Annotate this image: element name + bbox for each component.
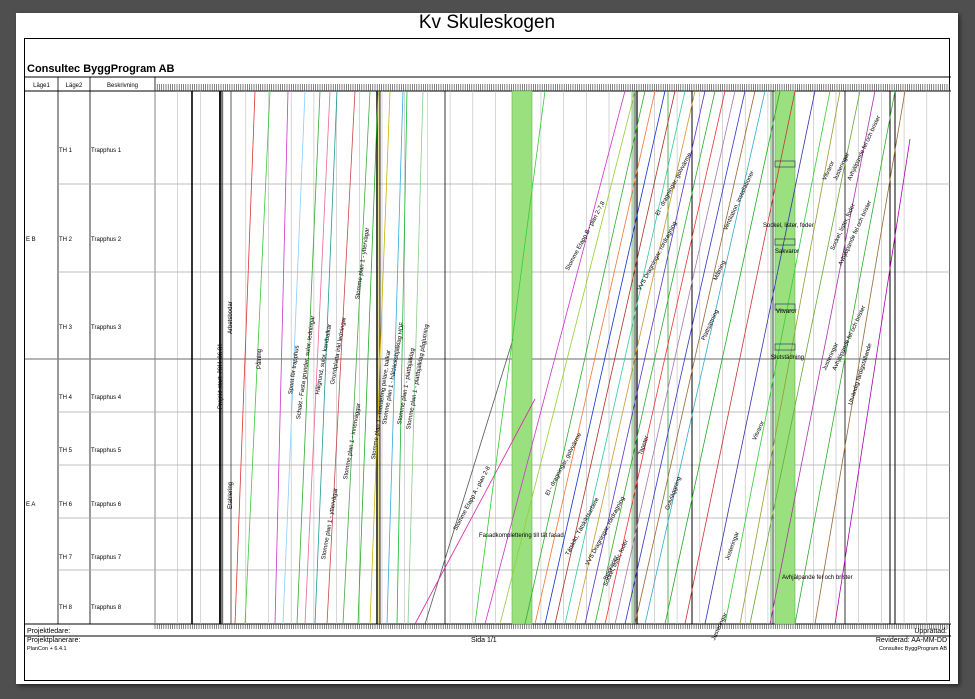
document-footer: Projektledare: Projektplanerare: PlanCon… — [25, 626, 949, 683]
schedule-grid — [25, 76, 951, 637]
activity-line-sloped — [357, 90, 379, 625]
activity-line-sloped — [544, 90, 666, 625]
activity-line-sloped — [664, 90, 781, 625]
footer-page-number: Sida 1/1 — [471, 637, 497, 644]
activity-marker — [774, 160, 796, 168]
activity-line-sloped — [234, 90, 256, 625]
row-code: TH 7 — [59, 555, 73, 561]
row-desc: Trapphus 3 — [91, 325, 122, 331]
row-desc: Trapphus 2 — [91, 237, 122, 243]
row-desc: Trapphus 5 — [91, 448, 122, 454]
activity-line-sloped — [484, 90, 626, 625]
row-desc: Trapphus 1 — [91, 148, 122, 154]
activity-label: Pålning — [257, 348, 263, 369]
activity-label: Sockel, lister, foder — [763, 223, 814, 229]
activity-line-sloped — [624, 90, 746, 625]
gantt-document-page: Kv Skuleskogen Consultec ByggProgram AB … — [16, 12, 958, 684]
row-desc: Trapphus 4 — [91, 395, 122, 401]
activity-line-sloped — [534, 90, 656, 625]
document-title: Kv Skuleskogen — [418, 12, 556, 33]
row-code: TH 3 — [59, 325, 73, 331]
footer-upprattad: Upprättad: — [914, 628, 947, 635]
activity-label: Fasadkomplettering till tät fasad — [479, 533, 564, 539]
activity-line-sloped — [407, 90, 424, 625]
row-code: TH 4 — [59, 395, 73, 401]
activity-line-sloped — [386, 90, 404, 625]
activity-line-sloped — [724, 90, 831, 625]
activity-line-sloped — [244, 90, 271, 625]
activity-line-sloped — [564, 90, 686, 625]
row-desc: Trapphus 6 — [91, 502, 122, 508]
activity-label: Projekt start: 2011-06-01 — [218, 343, 224, 409]
row-code: TH 6 — [59, 502, 73, 508]
activity-label: Avhjälpande fel och brister — [782, 575, 853, 581]
activity-line-sloped — [274, 90, 289, 625]
footer-projektledare: Projektledare: — [27, 628, 71, 635]
activity-line-sloped — [749, 90, 861, 625]
activity-bar-green — [774, 90, 796, 625]
activity-line-sloped — [369, 90, 391, 625]
activity-line-sloped — [314, 90, 338, 625]
group-label-eb: E B — [26, 237, 36, 243]
footer-reviderad: Reviderad: AA-MM-DD — [875, 637, 947, 644]
group-label-ea: E A — [26, 502, 36, 508]
activity-line-sloped — [282, 90, 306, 625]
activity-line-sloped — [604, 90, 726, 625]
schedule-frame: Consultec ByggProgram AB Läge1 Läge2 Bes… — [24, 38, 951, 683]
activity-line-sloped — [574, 90, 696, 625]
activity-line-sloped — [304, 90, 331, 625]
header-lage2: Läge2 — [65, 83, 83, 89]
activity-label: Slutstädning — [771, 355, 805, 361]
header-beskrivning: Beskrivning — [106, 83, 138, 89]
activity-bar-green — [511, 90, 533, 625]
activity-line-sloped — [584, 90, 706, 625]
activity-line-sloped — [704, 90, 816, 625]
activity-line-sloped — [524, 90, 646, 625]
activity-line-sloped — [634, 90, 756, 625]
activity-marker — [774, 238, 796, 246]
activity-line-sloped — [644, 90, 766, 625]
activity-marker — [774, 303, 796, 311]
activity-line-sloped — [474, 90, 546, 625]
activity-label: Vitvaror — [776, 309, 797, 315]
activity-label: Arbetsbodar — [228, 301, 234, 334]
footer-projektplanerare: Projektplanerare: — [27, 637, 81, 644]
row-code: TH 1 — [59, 148, 73, 154]
activity-label: Sakvaror — [775, 249, 800, 255]
activity-line-sloped — [342, 90, 371, 625]
row-desc: Trapphus 8 — [91, 605, 122, 611]
activity-line-sloped — [396, 90, 408, 625]
footer-software: PlanCon + 6.4.1 — [27, 646, 67, 652]
activity-line-sloped — [739, 90, 841, 625]
activity-line-sloped — [814, 90, 906, 625]
activity-line-sloped — [414, 398, 536, 625]
activity-line-sloped — [769, 90, 876, 625]
activity-label: Etablering — [228, 481, 234, 509]
activity-line-sloped — [499, 90, 636, 625]
row-code: TH 8 — [59, 605, 73, 611]
activity-line-sloped — [684, 90, 796, 625]
row-desc: Trapphus 7 — [91, 555, 122, 561]
footer-company: Consultec ByggProgram AB — [878, 646, 947, 652]
activity-line-sloped — [614, 90, 736, 625]
activity-line-sloped — [594, 90, 716, 625]
activity-line-sloped — [326, 90, 356, 625]
company-name: Consultec ByggProgram AB — [27, 63, 175, 75]
activity-line-sloped — [794, 90, 896, 625]
activity-marker — [774, 343, 796, 351]
header-lage1: Läge1 — [33, 83, 50, 89]
activity-line-sloped — [834, 138, 911, 625]
activity-line-sloped — [554, 90, 676, 625]
row-code: TH 5 — [59, 448, 73, 454]
row-code: TH 2 — [59, 237, 73, 243]
activity-line-sloped — [296, 90, 321, 625]
activity-line-sloped — [424, 338, 514, 625]
